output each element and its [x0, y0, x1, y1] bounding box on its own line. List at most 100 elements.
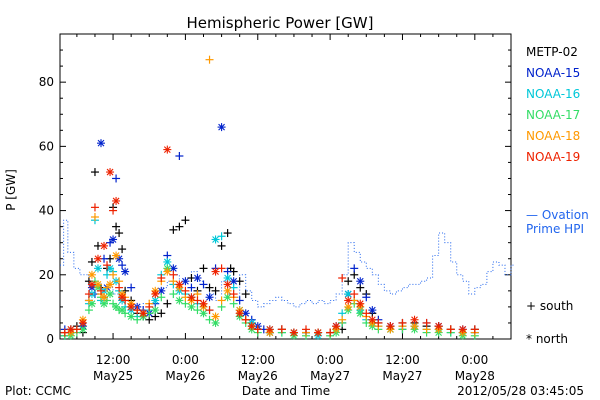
- north-marker: [356, 299, 365, 308]
- y-tick-label: 80: [39, 75, 54, 89]
- south-marker: [199, 280, 208, 289]
- north-marker: [181, 277, 190, 286]
- marker-d2: [121, 268, 129, 275]
- south-marker: [181, 286, 190, 295]
- south-marker: [133, 306, 142, 315]
- south-marker: [181, 216, 190, 225]
- marker-d2: [112, 252, 120, 259]
- marker-d2: [194, 274, 201, 282]
- north-marker: [289, 328, 298, 337]
- south-marker: [127, 283, 136, 292]
- south-marker: [229, 290, 238, 299]
- marker-d2: [236, 309, 244, 317]
- south-marker: [97, 286, 105, 295]
- marker-d2: [88, 281, 96, 288]
- series-noaa-15: [60, 123, 479, 337]
- north-marker: [87, 270, 96, 279]
- south-marker: [217, 296, 226, 305]
- south-marker: [211, 286, 220, 295]
- south-marker: [241, 290, 250, 299]
- marker-d2: [163, 268, 171, 275]
- marker-d2: [224, 274, 232, 282]
- x-tick-time-label: 12:00: [96, 353, 131, 367]
- plot-frame: [59, 33, 512, 340]
- north-marker: [97, 139, 105, 148]
- north-marker: [217, 123, 226, 132]
- north-marker: [106, 168, 115, 177]
- marker-d2: [94, 281, 102, 288]
- south-marker: [217, 264, 226, 273]
- marker-d2: [112, 303, 120, 311]
- x-tick-date-label: May26: [238, 369, 278, 383]
- north-marker: [100, 241, 109, 250]
- north-marker: [109, 235, 118, 244]
- north-marker: [127, 312, 136, 321]
- marker-d2: [151, 306, 159, 314]
- marker-d2: [139, 309, 147, 317]
- north-marker: [314, 328, 323, 337]
- plot-axes: 0 20 40 60 80 12:00 May25 0:00 May26 12:00 May26 0:…: [39, 33, 512, 383]
- north-marker: [163, 257, 172, 266]
- north-marker: [211, 267, 220, 276]
- y-axis-label: P [GW]: [4, 169, 18, 211]
- south-marker: [187, 283, 196, 292]
- marker-d2: [94, 264, 102, 272]
- north-marker: [151, 306, 160, 315]
- north-marker: [127, 302, 136, 311]
- south-marker: [175, 152, 184, 160]
- x-tick-date-label: May26: [165, 369, 205, 383]
- north-marker: [247, 322, 256, 331]
- south-marker: [115, 229, 124, 238]
- north-marker: [78, 318, 87, 327]
- south-marker: [362, 293, 371, 302]
- north-marker: [223, 280, 232, 289]
- legend-south: + south: [526, 299, 573, 313]
- north-marker: [175, 280, 184, 289]
- south-marker: [235, 296, 244, 305]
- south-marker: [193, 296, 202, 305]
- marker-d2: [332, 322, 340, 330]
- north-marker: [106, 290, 115, 299]
- south-marker: [193, 306, 202, 315]
- marker-d2: [182, 277, 189, 285]
- marker-d2: [88, 271, 96, 279]
- north-marker: [410, 322, 419, 331]
- marker-d2: [100, 242, 108, 250]
- marker-d2: [242, 309, 250, 317]
- marker-d2: [115, 255, 123, 263]
- south-marker: [169, 225, 178, 234]
- legend-item-noaa-17: NOAA-17: [526, 108, 580, 122]
- marker-d2: [118, 306, 126, 314]
- north-marker: [368, 306, 377, 315]
- south-marker: [84, 306, 93, 315]
- north-marker: [211, 318, 220, 327]
- marker-d2: [106, 281, 114, 288]
- ovation-line-group: [60, 219, 515, 311]
- south-marker: [157, 309, 166, 318]
- series-noaa-19: [60, 145, 479, 337]
- data-markers: [60, 55, 479, 340]
- marker-d2: [266, 325, 274, 333]
- x-tick-time-label: 0:00: [172, 353, 199, 367]
- marker-d2: [200, 300, 207, 308]
- south-marker: [60, 328, 69, 337]
- south-marker: [163, 299, 172, 308]
- marker-d2: [290, 329, 298, 336]
- x-tick-time-label: 0:00: [317, 353, 344, 367]
- north-marker: [106, 280, 115, 289]
- marker-d2: [175, 281, 183, 288]
- marker-d2: [188, 303, 195, 311]
- south-marker: [72, 325, 81, 334]
- south-marker: [169, 290, 178, 299]
- marker-d2: [224, 293, 232, 301]
- south-marker: [446, 325, 455, 334]
- south-marker: [118, 245, 127, 254]
- marker-d2: [100, 300, 108, 308]
- marker-d2: [212, 268, 219, 275]
- south-marker: [344, 277, 353, 286]
- x-tick-date-label: May27: [382, 369, 422, 383]
- south-marker: [133, 315, 142, 324]
- x-tick-time-label: 12:00: [240, 353, 275, 367]
- south-marker: [145, 302, 154, 311]
